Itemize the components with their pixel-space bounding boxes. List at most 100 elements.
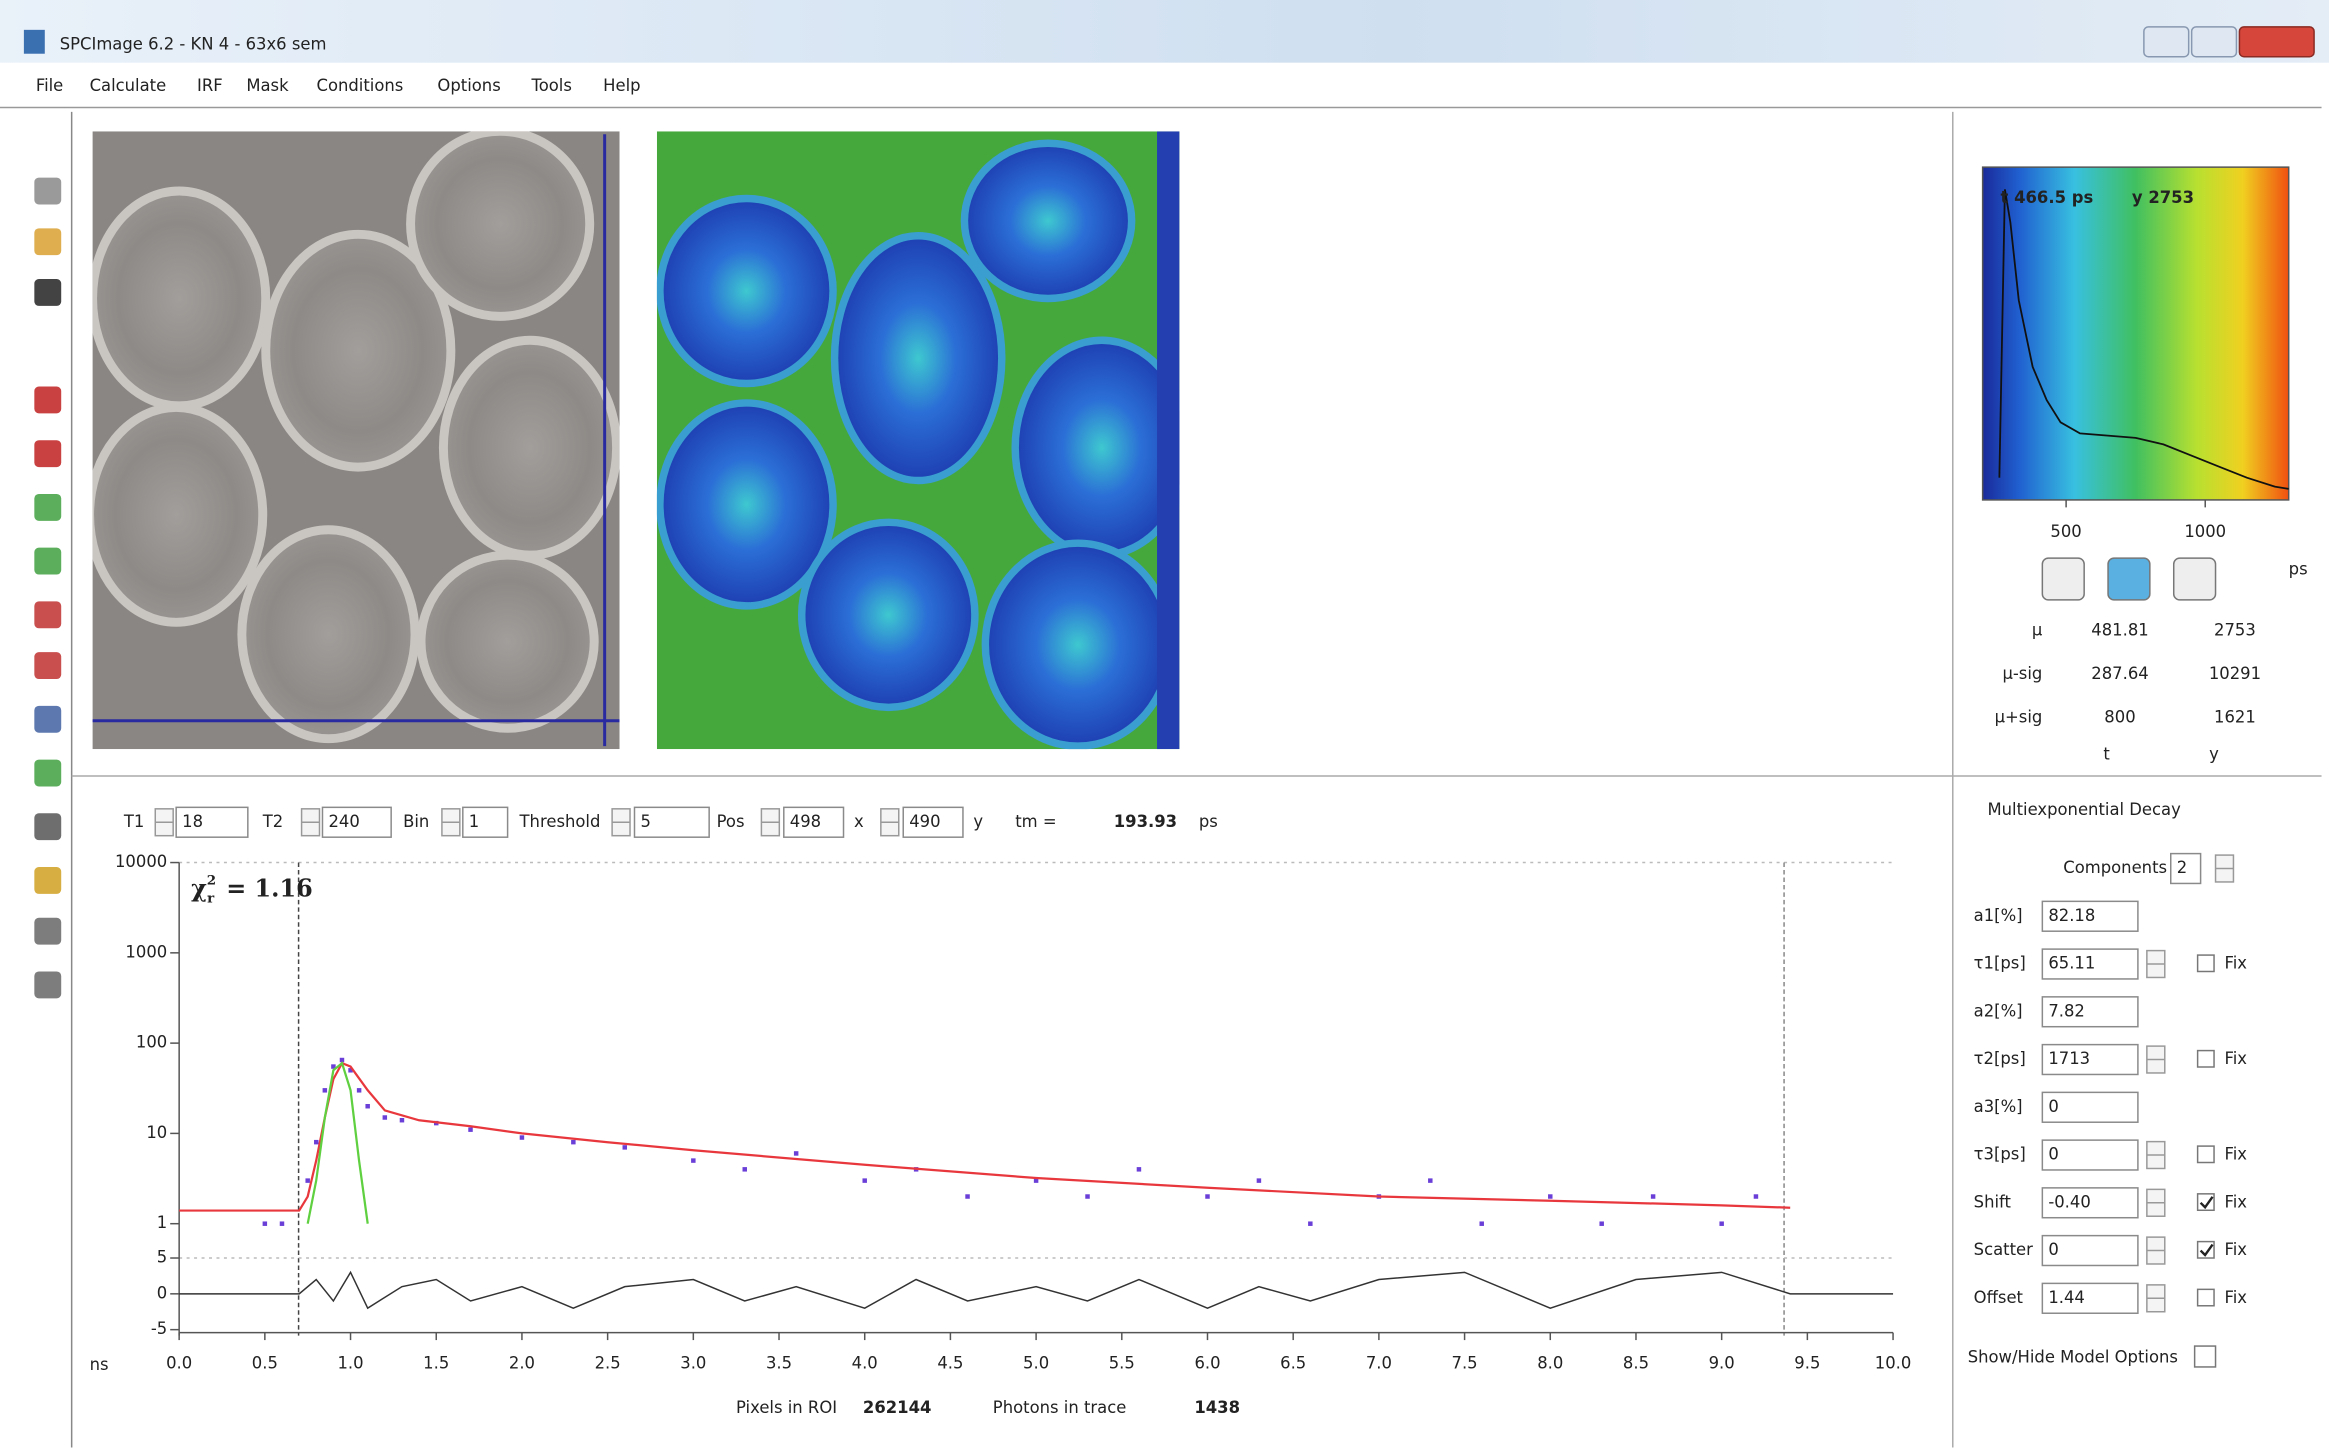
lifetime-histogram: 500 1000 xyxy=(1981,166,2290,541)
close-button[interactable] xyxy=(2238,26,2315,58)
tool-button[interactable] xyxy=(34,971,62,999)
tool-button[interactable] xyxy=(34,652,62,679)
zoom-out-button[interactable] xyxy=(2172,557,2217,601)
data-point xyxy=(1548,1194,1553,1199)
zoom-in-button[interactable] xyxy=(2041,557,2085,601)
input-box[interactable] xyxy=(2041,1091,2139,1123)
title-bar xyxy=(0,0,2329,63)
input-box[interactable] xyxy=(462,806,509,838)
fix-checkbox[interactable] xyxy=(2196,1288,2215,1307)
fix-checkbox[interactable] xyxy=(2196,1145,2215,1164)
menu-item[interactable]: Help xyxy=(603,76,640,95)
tm-value: 193.93 xyxy=(1114,812,1177,831)
fit-line xyxy=(306,1061,369,1224)
input-box[interactable] xyxy=(321,806,392,838)
data-point xyxy=(1205,1194,1210,1199)
y-tick-label: 1 xyxy=(157,1213,167,1232)
tool-button[interactable] xyxy=(34,440,62,468)
menu-item[interactable]: IRF xyxy=(197,76,223,95)
show-hide[interactable]: Show/Hide Model Options xyxy=(1968,1348,2178,1367)
input-value: 0 xyxy=(2048,1145,2058,1164)
field-label: τ3[ps] xyxy=(1974,1145,2026,1164)
tool-button[interactable] xyxy=(34,177,62,205)
x-tick-label: 9.5 xyxy=(1794,1353,1820,1372)
input-box[interactable] xyxy=(2041,1187,2139,1219)
menu-item[interactable]: Tools xyxy=(530,76,571,95)
field-label: a3[%] xyxy=(1974,1097,2023,1116)
input-box[interactable] xyxy=(2041,1043,2139,1076)
x-tick-label: 5.0 xyxy=(1023,1353,1049,1372)
maximize-button[interactable] xyxy=(2190,26,2238,58)
input-box[interactable] xyxy=(2041,1282,2139,1314)
x-tick-label: 0.5 xyxy=(252,1353,278,1372)
tool-button[interactable] xyxy=(34,705,62,733)
x-tick-label: 1.0 xyxy=(337,1353,363,1372)
input-box[interactable] xyxy=(2170,852,2202,885)
menu-item[interactable]: File xyxy=(36,76,63,95)
input-box[interactable] xyxy=(2041,948,2139,980)
stat-value: 287.64 xyxy=(2091,664,2148,683)
tool-button[interactable] xyxy=(34,601,62,629)
stat-value: 10291 xyxy=(2209,664,2261,683)
input-value: 240 xyxy=(328,812,359,831)
input-value: 18 xyxy=(182,812,203,831)
y-tick-label: 100 xyxy=(136,1033,167,1052)
fix-checkbox[interactable] xyxy=(2196,1240,2215,1259)
menu-item[interactable]: Options xyxy=(437,76,500,95)
readout-t: t 466.5 ps xyxy=(2001,188,2094,207)
input-box[interactable] xyxy=(2041,1139,2139,1171)
y-tick-label: 0 xyxy=(157,1283,167,1302)
data-point xyxy=(305,1178,310,1183)
fix-checkbox[interactable] xyxy=(2196,954,2215,973)
fix-label: Fix xyxy=(2224,1288,2247,1307)
input-box[interactable] xyxy=(633,806,710,838)
data-point xyxy=(742,1167,747,1172)
fit-parameters: T1 18 T2 240 Bin 1 Threshold 5 Pos 498 x 490 y tm = 19… xyxy=(123,806,1218,838)
pixels-value: 262144 xyxy=(863,1398,932,1417)
data-point xyxy=(1308,1221,1313,1226)
readout-y: y 2753 xyxy=(2132,188,2194,207)
input-box[interactable] xyxy=(902,806,964,838)
tool-button[interactable] xyxy=(34,813,62,841)
x-tick-label: 1.5 xyxy=(423,1353,449,1372)
auto-scale-button[interactable] xyxy=(2107,557,2151,601)
input-value: 498 xyxy=(790,812,821,831)
tool-button[interactable] xyxy=(34,759,62,787)
tool-button[interactable] xyxy=(34,867,62,894)
tool-button[interactable] xyxy=(34,493,62,521)
x-tick-label: 4.5 xyxy=(937,1353,963,1372)
x-tick-label: 500 xyxy=(2050,522,2081,541)
stat-label: µ-sig xyxy=(2002,664,2042,683)
window-title: SPCImage 6.2 - KN 4 - 63x6 sem xyxy=(60,34,327,53)
tm-unit: ps xyxy=(1199,812,1218,831)
param-label: T1 xyxy=(123,812,144,831)
input-box[interactable] xyxy=(175,806,249,838)
menu-item[interactable]: Mask xyxy=(246,76,289,95)
minimize-button[interactable] xyxy=(2143,26,2190,58)
input-box[interactable] xyxy=(2041,900,2139,932)
input-box[interactable] xyxy=(2041,1234,2139,1267)
x-tick-label: 7.0 xyxy=(1366,1353,1392,1372)
chi-square: χ2 r = 1.16 xyxy=(191,872,313,906)
data-point xyxy=(356,1088,362,1093)
tool-button[interactable] xyxy=(34,228,62,256)
tool-button[interactable] xyxy=(34,547,62,575)
menu-item[interactable]: Conditions xyxy=(317,76,404,95)
show-hide-box[interactable] xyxy=(2193,1345,2217,1368)
input-value: 5 xyxy=(640,812,650,831)
stat-value: 800 xyxy=(2104,707,2135,726)
input-box[interactable] xyxy=(2041,996,2139,1028)
fix-label: Fix xyxy=(2224,1240,2247,1259)
tool-button[interactable] xyxy=(34,279,62,306)
data-point xyxy=(862,1178,867,1183)
x-tick-label: 0.0 xyxy=(166,1353,192,1372)
tool-button[interactable] xyxy=(34,386,62,414)
fix-checkbox[interactable] xyxy=(2196,1193,2215,1212)
tool-button[interactable] xyxy=(34,917,62,945)
y-tick-label: 5 xyxy=(157,1248,167,1267)
input-box[interactable] xyxy=(783,806,845,838)
fix-checkbox[interactable] xyxy=(2196,1049,2215,1068)
menu-item[interactable]: Calculate xyxy=(90,76,167,95)
